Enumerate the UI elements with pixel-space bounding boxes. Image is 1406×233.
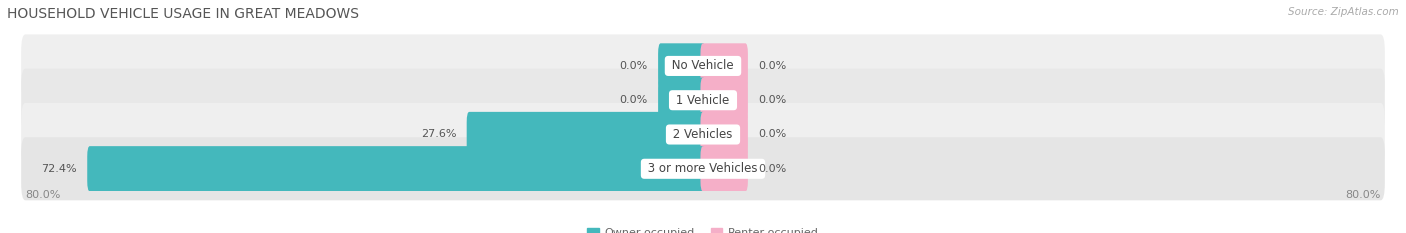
FancyBboxPatch shape bbox=[658, 43, 706, 89]
FancyBboxPatch shape bbox=[467, 112, 706, 157]
FancyBboxPatch shape bbox=[21, 34, 1385, 97]
Text: HOUSEHOLD VEHICLE USAGE IN GREAT MEADOWS: HOUSEHOLD VEHICLE USAGE IN GREAT MEADOWS bbox=[7, 7, 359, 21]
Text: 80.0%: 80.0% bbox=[25, 190, 60, 200]
Text: 0.0%: 0.0% bbox=[758, 130, 786, 140]
FancyBboxPatch shape bbox=[700, 112, 748, 157]
FancyBboxPatch shape bbox=[21, 103, 1385, 166]
FancyBboxPatch shape bbox=[658, 78, 706, 123]
FancyBboxPatch shape bbox=[700, 43, 748, 89]
Text: 72.4%: 72.4% bbox=[41, 164, 77, 174]
Text: 0.0%: 0.0% bbox=[620, 61, 648, 71]
FancyBboxPatch shape bbox=[21, 69, 1385, 132]
Text: 3 or more Vehicles: 3 or more Vehicles bbox=[644, 162, 762, 175]
Text: 27.6%: 27.6% bbox=[420, 130, 457, 140]
Text: 0.0%: 0.0% bbox=[758, 164, 786, 174]
FancyBboxPatch shape bbox=[700, 78, 748, 123]
Text: Source: ZipAtlas.com: Source: ZipAtlas.com bbox=[1288, 7, 1399, 17]
FancyBboxPatch shape bbox=[21, 137, 1385, 200]
Text: 2 Vehicles: 2 Vehicles bbox=[669, 128, 737, 141]
Text: 80.0%: 80.0% bbox=[1346, 190, 1381, 200]
Legend: Owner-occupied, Renter-occupied: Owner-occupied, Renter-occupied bbox=[588, 228, 818, 233]
FancyBboxPatch shape bbox=[700, 146, 748, 191]
Text: No Vehicle: No Vehicle bbox=[668, 59, 738, 72]
FancyBboxPatch shape bbox=[87, 146, 706, 191]
Text: 0.0%: 0.0% bbox=[758, 95, 786, 105]
Text: 0.0%: 0.0% bbox=[620, 95, 648, 105]
Text: 0.0%: 0.0% bbox=[758, 61, 786, 71]
Text: 1 Vehicle: 1 Vehicle bbox=[672, 94, 734, 107]
